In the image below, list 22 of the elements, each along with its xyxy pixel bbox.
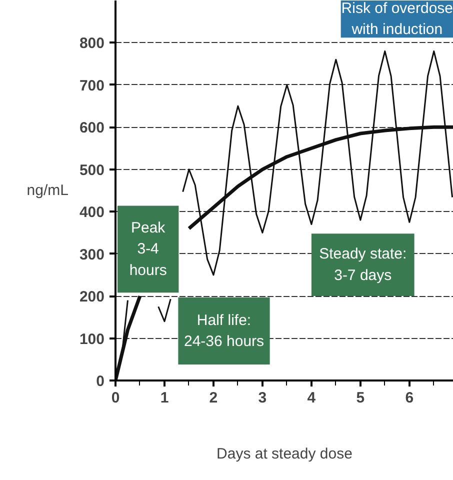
annotation: Steady state: 3-7 days [319, 246, 407, 284]
x-tick-label: 0 [111, 390, 120, 406]
y-tick-label: 700 [79, 77, 105, 94]
annotation: Half life: 24-36 hours [184, 312, 264, 350]
x-tick-label: 5 [356, 390, 365, 406]
x-tick-label: 2 [209, 390, 218, 406]
x-tick-label: 1 [160, 390, 169, 406]
x-axis-title: Days at steady dose [216, 446, 352, 462]
y-tick-label: 0 [96, 373, 104, 390]
y-tick-label: 400 [79, 204, 105, 222]
y-tick-label: 300 [79, 246, 105, 264]
x-tick-label: 3 [258, 390, 267, 406]
y-tick-label: 600 [79, 120, 105, 137]
y-tick-label: 200 [79, 288, 105, 306]
y-tick-label: 500 [79, 162, 105, 179]
y-tick-label: 800 [79, 35, 105, 52]
x-tick-label: 4 [307, 390, 316, 406]
y-axis-title: ng/mL [26, 182, 68, 199]
annotation: Peak 3-4 hours [129, 219, 167, 279]
x-tick-label: 6 [405, 390, 414, 406]
y-tick-label: 100 [79, 330, 105, 348]
annotation: Risk of overdose with induction [341, 0, 453, 38]
